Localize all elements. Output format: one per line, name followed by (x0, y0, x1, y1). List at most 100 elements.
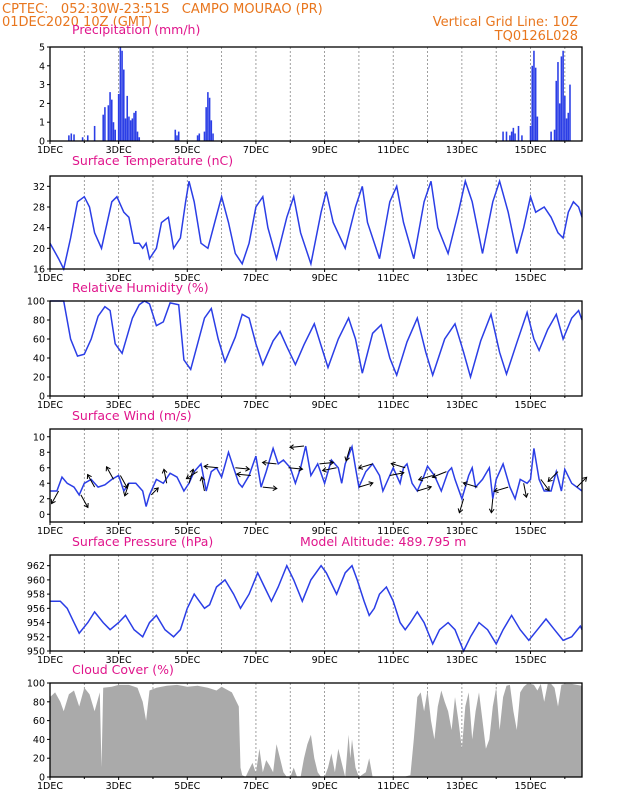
y-tick-label: 8 (39, 448, 45, 459)
y-tick-label: 0 (39, 137, 45, 148)
y-tick-label: 24 (33, 223, 45, 234)
precip-bar (560, 56, 563, 141)
x-tick-label: 7DEC (243, 145, 269, 156)
wind-vector (357, 463, 373, 470)
x-tick-label: 13DEC (446, 273, 478, 284)
header-model: TQ0126L028 (494, 29, 578, 44)
precip-bar (208, 97, 211, 141)
y-tick-label: 3 (39, 80, 45, 91)
y-tick-label: 40 (33, 354, 45, 365)
precip-bar (210, 120, 213, 141)
y-tick-label: 16 (33, 265, 45, 276)
panel-title: Surface Wind (m/s) (72, 408, 192, 423)
y-tick-label: 960 (27, 575, 45, 586)
x-tick-label: 11DEC (377, 655, 409, 666)
x-tick-label: 15DEC (514, 781, 546, 792)
precip-bar (212, 133, 214, 141)
panel-pres: Surface Pressure (hPa) Model Altitude: 48… (27, 534, 583, 666)
precip-bar (176, 135, 178, 141)
wind-vector (50, 490, 60, 505)
x-tick-label: 3DEC (106, 145, 132, 156)
x-tick-label: 13DEC (446, 400, 478, 411)
x-tick-label: 5DEC (174, 145, 200, 156)
y-tick-label: 1 (39, 118, 45, 129)
panel-cloud: Cloud Cover (%) 0 20 40 60 80 100 1DEC 3DEC 5DEC 7… (27, 662, 583, 792)
panel-title: Surface Pressure (hPa) (72, 534, 213, 549)
wind-line (50, 444, 583, 507)
precip-bar (512, 127, 515, 141)
x-tick-label: 5DEC (174, 526, 200, 537)
y-tick-label: 20 (33, 373, 45, 384)
x-tick-label: 15DEC (514, 400, 546, 411)
header-run-time: 01DEC2020 10Z (GMT) (2, 15, 152, 30)
x-tick-label: 13DEC (446, 655, 478, 666)
precip-bar (112, 122, 115, 141)
precip-bar (521, 135, 523, 141)
y-tick-label: 20 (33, 244, 45, 255)
wind-vector (86, 473, 96, 488)
y-tick-label: 100 (27, 679, 45, 690)
x-tick-label: 1DEC (37, 273, 63, 284)
precip-bar (110, 99, 113, 141)
wind-vector (417, 485, 433, 492)
x-tick-label: 11DEC (377, 400, 409, 411)
wind-vector (185, 471, 198, 480)
panel-frame (49, 300, 583, 397)
precip-bar (124, 118, 127, 141)
panel-frame (49, 682, 583, 778)
precip-bar (133, 112, 135, 141)
precip-bar (121, 50, 123, 142)
y-tick-label: 0 (39, 510, 45, 521)
panel-annotation: Model Altitude: 489.795 m (300, 534, 466, 549)
precip-bar (93, 125, 96, 141)
header-station: CPTEC: 052:30W-23:51S CAMPO MOURAO (PR) (2, 2, 323, 17)
precip-bar (73, 134, 75, 141)
wind-vector (321, 467, 337, 473)
wind-vector (488, 498, 495, 514)
panel-precip: Precipitation (mm/h) 0 1 2 3 4 5 1DEC 3DEC 5DEC 7D… (37, 22, 583, 156)
y-tick-label: 956 (27, 604, 45, 615)
y-tick-label: 5 (39, 43, 45, 54)
precip-bar (205, 107, 207, 141)
x-tick-label: 13DEC (446, 781, 478, 792)
wind-vector (289, 444, 305, 450)
y-tick-label: 80 (33, 316, 45, 327)
x-tick-label: 1DEC (37, 781, 63, 792)
y-tick-label: 952 (27, 632, 45, 643)
x-tick-label: 3DEC (106, 526, 132, 537)
x-tick-label: 3DEC (106, 781, 132, 792)
y-tick-label: 32 (33, 182, 45, 193)
wind-vector (431, 471, 447, 479)
precip-bar (86, 135, 89, 141)
panel-frame (49, 554, 583, 652)
y-tick-label: 60 (33, 716, 45, 727)
precip-bar (109, 92, 111, 141)
wind-vector (235, 471, 251, 478)
wind-vector (199, 476, 206, 492)
wind-vector (161, 468, 168, 484)
x-tick-label: 7DEC (243, 526, 269, 537)
precip-bar (135, 110, 137, 141)
y-tick-label: 0 (39, 392, 45, 403)
temp-line (49, 178, 583, 272)
precip-bar (517, 125, 520, 141)
x-tick-label: 7DEC (243, 781, 269, 792)
precip-bar (128, 116, 130, 141)
x-tick-label: 9DEC (312, 655, 338, 666)
y-tick-label: 20 (33, 754, 45, 765)
precip-bar (123, 69, 125, 141)
panel-title: Cloud Cover (%) (72, 662, 174, 677)
precip-bar (565, 118, 568, 141)
panel-frame (49, 46, 583, 142)
wind-vector (262, 485, 278, 491)
wind-vector (123, 483, 130, 497)
y-tick-label: 40 (33, 735, 45, 746)
y-tick-label: 80 (33, 697, 45, 708)
wind-vector (417, 475, 433, 482)
y-tick-label: 4 (39, 479, 45, 490)
precip-bar (107, 105, 110, 141)
x-tick-label: 15DEC (514, 526, 546, 537)
y-tick-label: 6 (39, 463, 45, 474)
x-tick-label: 7DEC (243, 655, 269, 666)
